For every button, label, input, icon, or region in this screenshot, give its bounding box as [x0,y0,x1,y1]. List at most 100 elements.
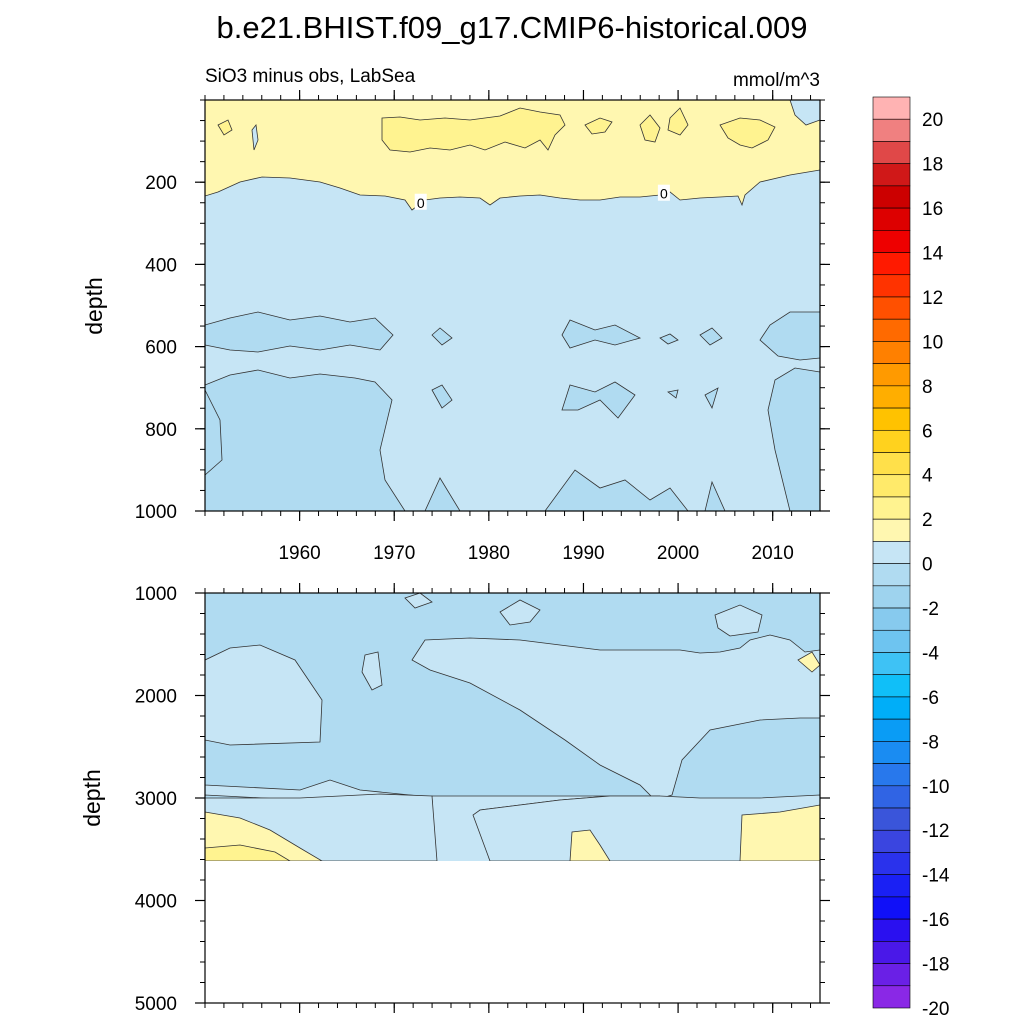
upper-ticks: 1960 1970 1980 1990 2000 2010 200 400 600 800 1000 [135,90,830,564]
colorbar-swatch [872,207,911,231]
colorbar-label: -20 [922,999,949,1020]
colorbar-swatch [872,118,911,142]
colorbar: 20181614121086420-2-4-6-8-10-12-14-16-18… [872,96,950,1020]
lower-positive-patch [205,844,291,861]
colorbar-swatch [872,829,911,853]
upper-deep-band [704,480,726,511]
upper-x-tick-label: 1990 [562,543,604,564]
contour-label-bg [414,193,427,210]
upper-y-tick-label: 1000 [135,502,177,523]
lower-y-tick-label: 5000 [135,994,177,1015]
colorbar-swatch [872,852,911,875]
upper-x-tick-label: 1960 [278,543,320,564]
lower-panel: 1000 2000 3000 4000 5000 depth [79,583,830,1015]
lower-patch [361,651,383,691]
upper-deep-band [544,469,689,511]
contour-label-bg [657,184,670,201]
colorbar-label: 14 [922,244,944,265]
upper-patch [381,107,566,153]
contour-label: 0 [660,186,668,202]
colorbar-label: -2 [922,599,939,620]
colorbar-swatch [872,763,911,787]
colorbar-swatch [872,563,911,587]
colorbar-label: 8 [922,377,933,398]
upper-contour-field [205,100,820,511]
figure-title: b.e21.BHIST.f09_g17.CMIP6-historical.009 [216,10,807,45]
lower-patch [404,593,433,609]
colorbar-swatch [872,341,911,364]
upper-x-tick-label: 2010 [752,543,794,564]
colorbar-swatch [872,318,911,342]
upper-deep-band [205,369,406,511]
colorbar-swatch [872,718,911,742]
colorbar-swatch [872,96,911,120]
upper-y-tick-label: 200 [145,173,177,194]
colorbar-label: -6 [922,688,939,709]
upper-patch [251,124,259,151]
upper-negative-band [699,327,723,346]
upper-deep-band [704,387,719,410]
upper-x-tick-label: 1980 [468,543,510,564]
upper-deep-band [431,384,453,409]
colorbar-label: -10 [922,777,949,798]
lower-patch [797,651,820,673]
upper-deep-band [424,477,461,511]
upper-panel: 1960 1970 1980 1990 2000 2010 200 400 600 800 1000… [81,90,830,564]
colorbar-swatch [872,918,911,942]
lower-patch [714,604,763,637]
upper-negative-band [659,333,679,345]
colorbar-swatch [872,785,911,809]
colorbar-swatch [872,163,911,187]
lower-contour-field [205,593,820,861]
upper-x-tick-label: 1970 [373,543,415,564]
upper-patch [584,117,613,135]
colorbar-swatch [872,185,911,209]
colorbar-swatch [872,141,911,164]
colorbar-swatch [872,541,911,564]
contour-label: 0 [417,195,425,211]
upper-ylabel: depth [81,277,107,335]
colorbar-label: -16 [922,910,949,931]
colorbar-swatch [872,807,911,831]
lower-y-tick-label: 4000 [135,892,177,913]
colorbar-swatch [872,452,911,476]
colorbar-label: 6 [922,421,933,442]
lower-ylabel: depth [79,769,105,827]
colorbar-swatch [872,252,911,276]
colorbar-swatch [872,896,911,920]
upper-patch [667,107,689,136]
upper-y-tick-label: 800 [145,420,177,441]
colorbar-label: 0 [922,555,933,576]
units-label: mmol/m^3 [733,70,820,91]
upper-deep-band [667,389,679,399]
colorbar-label: 20 [922,110,943,131]
colorbar-label: -18 [922,955,949,976]
colorbar-swatch [872,274,911,298]
upper-x-tick-label: 2000 [657,543,699,564]
upper-patch [217,119,233,136]
colorbar-swatch [872,496,911,520]
upper-patch [639,114,661,143]
lower-y-tick-label: 3000 [135,789,177,810]
subtitle-left: SiO3 minus obs, LabSea [205,66,416,87]
colorbar-swatch [872,652,911,676]
colorbar-label: 18 [922,155,943,176]
upper-negative-band [759,311,820,361]
colorbar-swatch [872,696,911,720]
colorbar-swatch [872,674,911,698]
colorbar-swatch [872,230,911,253]
lower-negative-band [205,593,820,861]
colorbar-label: -12 [922,821,949,842]
upper-y-tick-label: 600 [145,338,177,359]
upper-y-tick-label: 400 [145,255,177,276]
colorbar-label: 2 [922,510,933,531]
lower-ticks: 1000 2000 3000 4000 5000 [135,583,830,1015]
colorbar-swatch [872,407,911,431]
upper-positive-band [205,100,820,211]
lower-light-band [472,794,820,861]
upper-contour-labels: 00 [414,184,670,211]
colorbar-swatch [872,429,911,453]
colorbar-label: 4 [922,466,933,487]
upper-patch [789,100,820,126]
